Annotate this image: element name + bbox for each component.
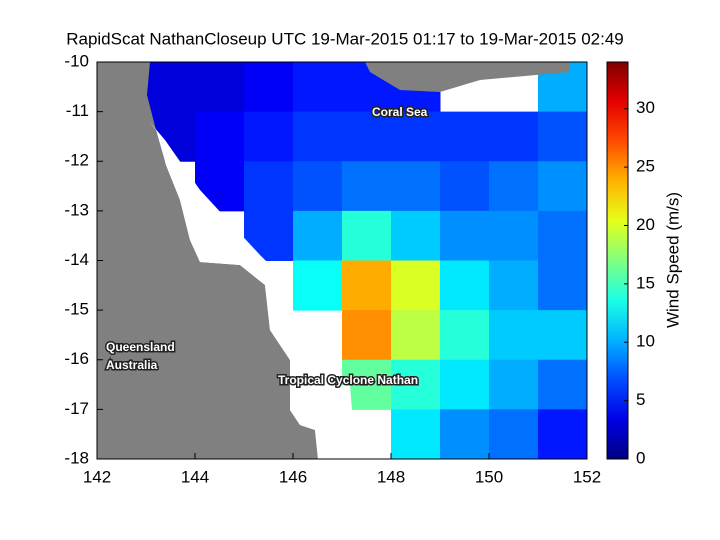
islands-land	[365, 62, 570, 92]
y-tick-label: -16	[64, 349, 89, 368]
wind-cell	[391, 409, 441, 460]
wind-cell	[342, 161, 392, 212]
wind-cell	[489, 210, 539, 261]
wind-cell	[440, 310, 490, 361]
wind-cell	[440, 260, 490, 311]
colorbar-tick-label: 5	[636, 390, 645, 409]
y-tick-label: -13	[64, 200, 89, 219]
wind-cell	[293, 111, 343, 162]
wind-cell	[489, 111, 539, 162]
x-tick-label: 146	[279, 467, 307, 486]
y-tick-label: -10	[64, 51, 89, 70]
x-tick-label: 142	[83, 467, 111, 486]
wind-cell	[440, 210, 490, 261]
annotation: Coral Sea	[372, 105, 428, 119]
wind-cell	[440, 111, 490, 162]
y-tick-label: -18	[64, 448, 89, 467]
wind-cell	[538, 210, 588, 261]
wind-cell	[489, 260, 539, 311]
wind-cell	[391, 161, 441, 212]
colorbar-tick-label: 15	[636, 273, 655, 292]
x-tick-label: 148	[377, 467, 405, 486]
wind-cell	[538, 161, 588, 212]
wind-cell	[195, 111, 245, 162]
y-tick-label: -14	[64, 250, 89, 269]
wind-cell	[538, 310, 588, 361]
colorbar	[606, 61, 629, 460]
wind-cell	[342, 210, 392, 261]
y-tick-label: -15	[64, 300, 89, 319]
wind-cell	[146, 62, 196, 113]
annotation: Tropical Cyclone Nathan	[278, 373, 418, 387]
wind-cell	[293, 210, 343, 261]
wind-cell	[293, 62, 343, 113]
wind-cell	[538, 260, 588, 311]
land	[97, 62, 570, 459]
wind-cell	[538, 359, 588, 410]
wind-cell	[391, 111, 441, 162]
y-tick-label: -17	[64, 399, 89, 418]
wind-cell	[440, 359, 490, 410]
colorbar-tick-label: 20	[636, 215, 655, 234]
australia-land	[97, 62, 318, 459]
colorbar-tick-label: 10	[636, 332, 655, 351]
wind-cell	[342, 111, 392, 162]
wind-cell	[293, 260, 343, 311]
wind-cell	[391, 260, 441, 311]
wind-cell	[244, 161, 294, 212]
x-tick-label: 152	[573, 467, 601, 486]
colorbar-tick-label: 0	[636, 448, 645, 467]
wind-cell	[342, 310, 392, 361]
annotation: Australia	[106, 358, 158, 372]
wind-cell	[489, 161, 539, 212]
wind-cell	[391, 310, 441, 361]
wind-cell	[489, 409, 539, 460]
no-data	[148, 120, 385, 459]
y-tick-label: -11	[66, 101, 89, 120]
wind-cell	[391, 359, 441, 410]
wind-cell	[244, 111, 294, 162]
wind-cell	[440, 161, 490, 212]
wind-cell	[195, 62, 245, 113]
wind-cell	[538, 111, 588, 162]
colorbar-tick-label: 30	[636, 98, 655, 117]
colorbar-label: Wind Speed (m/s)	[663, 192, 682, 328]
wind-cell	[244, 62, 294, 113]
annotation: Queensland	[106, 340, 175, 354]
x-tick-label: 150	[475, 467, 503, 486]
wind-cell	[489, 310, 539, 361]
y-tick-label: -12	[64, 151, 89, 170]
wind-cell	[440, 409, 490, 460]
wind-cell	[293, 161, 343, 212]
chart-title: RapidScat NathanCloseup UTC 19-Mar-2015 …	[66, 29, 624, 48]
wind-cell	[391, 210, 441, 261]
wind-cell	[538, 409, 588, 460]
wind-cell	[489, 359, 539, 410]
wind-cell	[342, 260, 392, 311]
x-tick-label: 144	[181, 467, 209, 486]
colorbar-tick-label: 25	[636, 157, 655, 176]
